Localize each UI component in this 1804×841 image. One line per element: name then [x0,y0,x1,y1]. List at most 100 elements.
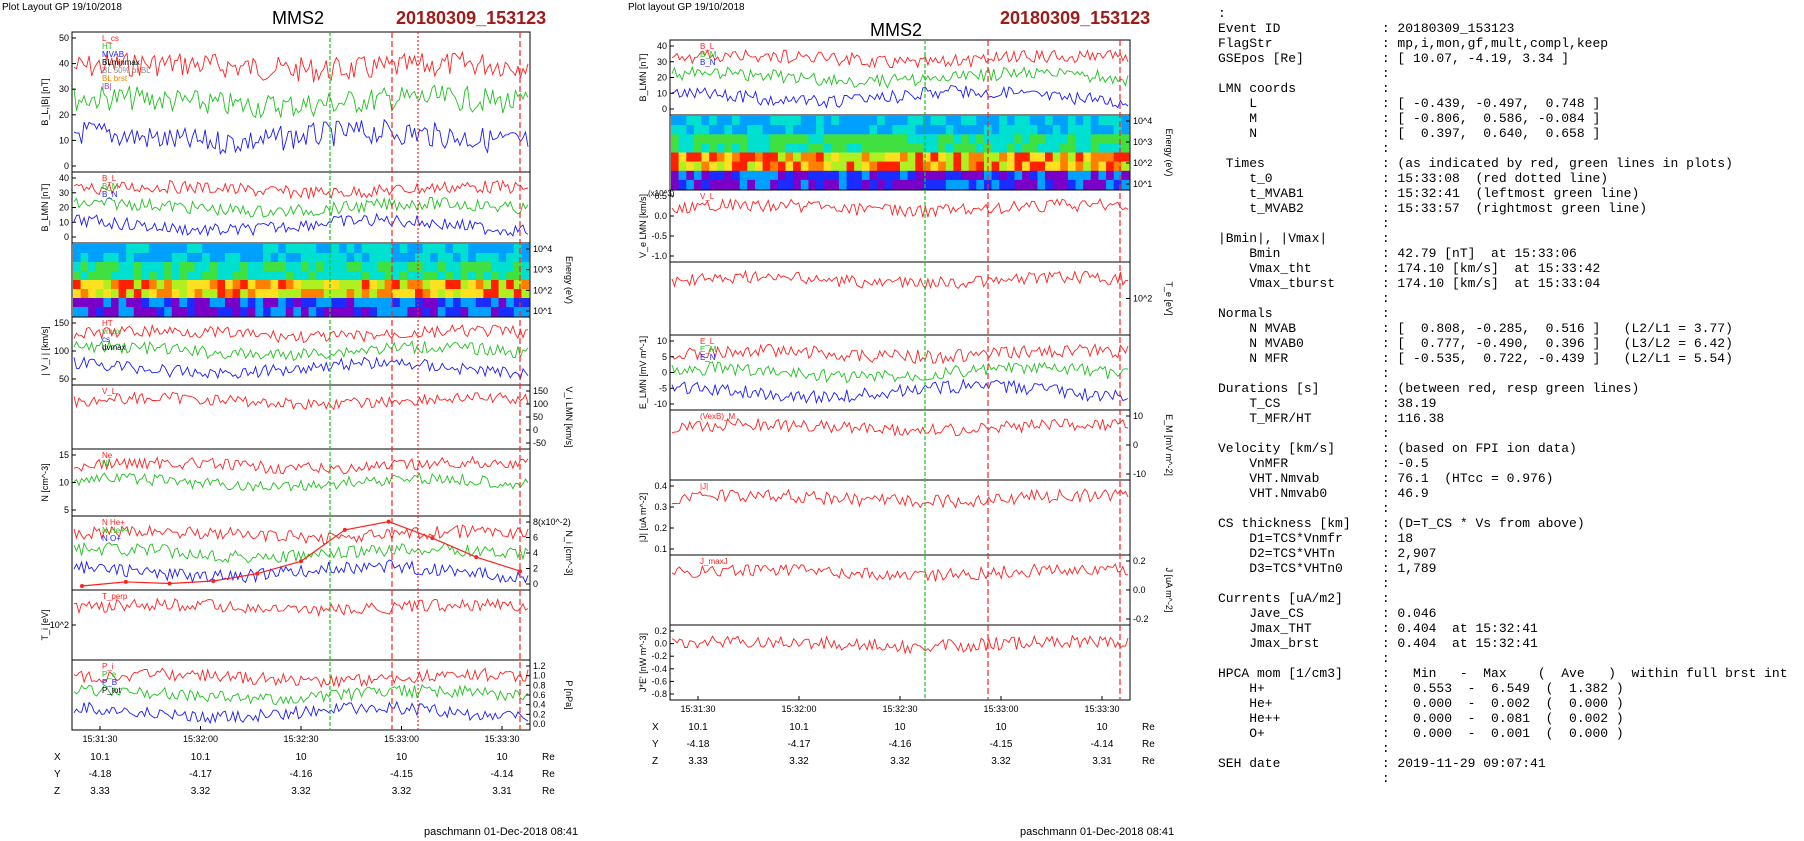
spectrogram-cell [217,253,226,263]
spectrogram-cell [399,307,408,317]
spectrogram-cell [415,307,424,317]
ephemeris-value: 10.1 [191,752,211,763]
spectrogram-cell [671,125,680,135]
spectrogram-cell [240,271,249,281]
spectrogram-cell [80,271,89,281]
info-line: HPCA mom [1/cm3] : Min - Max ( Ave ) wit… [1218,666,1788,681]
spectrogram-cell [111,307,120,317]
info-line: : [1218,216,1390,231]
spectrogram-cell [915,179,924,190]
spectrogram-cell [953,179,962,190]
y-axis-label: B_LMN [nT] [40,183,50,231]
spectrogram-cell [407,307,416,317]
spectrogram-cell [194,289,203,299]
spectrogram-cell [240,307,249,317]
spectrogram-cell [1006,161,1016,172]
legend-entry: HT [102,42,113,51]
spectrogram-cell [976,134,985,144]
spectrogram-cell [854,152,863,163]
ephemeris-unit: Re [1142,722,1155,733]
spectrogram-cell [1037,134,1046,144]
spectrogram-cell [88,271,97,281]
spectrogram-cell [95,280,104,290]
spectrogram-cell [831,116,840,126]
spectrogram-cell [930,161,939,172]
x-tick-label: 15:33:30 [484,734,519,744]
spectrogram-cell [475,289,484,299]
spectrogram-cell [945,125,954,135]
spectrogram-cell [354,244,363,254]
spectrogram-cell [1006,134,1016,144]
spectrogram-cell [678,161,687,172]
spectrogram-cell [838,152,848,163]
spectrogram-cell [179,253,188,263]
spectrogram-cell [415,289,424,299]
spectrogram-cell [506,244,515,254]
spectrogram-cell [953,125,962,135]
spectrogram-cell [800,161,809,172]
spectrogram-cell [892,170,901,181]
spectrogram-cell [164,244,173,254]
spectrogram-cell [270,289,279,299]
spectrogram-cell [263,244,272,254]
spectrogram-cell [907,161,916,172]
spectrogram-cell [877,134,886,144]
spectrogram-cell [263,298,272,308]
spectrogram-cell [369,298,378,308]
spectrogram-cell [716,152,725,163]
spectrogram-cell [346,253,355,263]
spectrogram-cell [149,280,158,290]
spectrogram-cell [133,271,142,281]
spectrogram-cell [693,170,703,181]
spectrogram-cell [1014,143,1023,154]
spectrogram-cell [141,271,150,281]
y-tick-label-right: 0.0 [1133,585,1146,595]
spectrogram-cell [961,179,970,190]
spectrogram-cell [846,179,855,190]
spectrogram-cell [1045,116,1054,126]
spectrogram-cell [976,143,985,154]
spectrogram-cell [671,170,680,181]
spectrogram-cell [453,298,462,308]
spectrogram-cell [915,161,924,172]
series-line [73,597,529,618]
spectrogram-cell [301,289,310,299]
spectrogram-cell [498,298,507,308]
panel-frame [669,261,1131,336]
y-axis-label: |J| [uA m^-2] [638,493,648,542]
spectrogram-cell [991,179,1000,190]
info-line: : [1218,366,1390,381]
y-tick-label: 0 [662,368,667,378]
spectrogram-cell [686,134,695,144]
spectrogram-cell [187,262,196,272]
spectrogram-cell [823,125,832,135]
spectrogram-cell [1106,179,1115,190]
spectrogram-cell [331,289,340,299]
spectrogram-cell [1037,161,1046,172]
spectrogram-cell [816,134,825,144]
spectrogram-cell [953,152,962,163]
spectrogram-cell [869,161,878,172]
spectrogram-cell [747,152,756,163]
spectrogram-cell [709,143,718,154]
spectrogram-cell [179,244,188,254]
spectrogram-cell [808,152,817,163]
info-line: : [1218,426,1390,441]
spectrogram-cell [777,179,787,190]
spectrogram-cell [701,152,710,163]
spectrogram-cell [808,143,817,154]
spectrogram-cell [278,262,287,272]
spectrogram-cell [468,271,477,281]
ephemeris-value: 10 [295,752,307,763]
spectrogram-cell [724,161,733,172]
spectrogram-cell [399,244,408,254]
y-tick-label-right: 2 [533,564,538,574]
spectrogram-cell [483,262,492,272]
spectrogram-cell [293,307,302,317]
spectrogram-cell [1060,134,1069,144]
spectrogram-cell [915,134,924,144]
spectrogram-cell [1121,134,1130,144]
spectrogram-cell [991,116,1000,126]
spectrogram-cell [126,280,135,290]
spectrogram-cell [460,289,469,299]
